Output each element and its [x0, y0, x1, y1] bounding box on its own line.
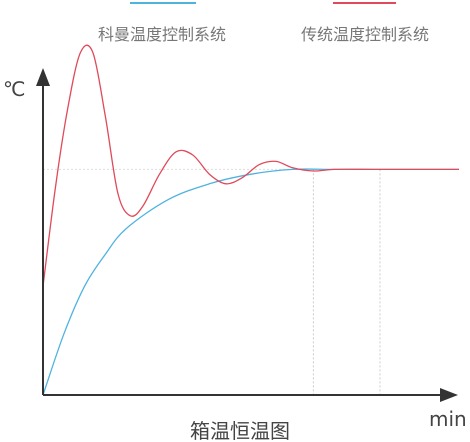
x-axis-label: min	[429, 407, 467, 431]
y-axis-arrow	[36, 68, 50, 86]
series-line-koman	[42, 168, 459, 396]
legend-label-traditional: 传统温度控制系统	[301, 25, 429, 44]
axes	[36, 68, 458, 402]
y-axis-label: ℃	[3, 77, 25, 101]
legend-label-koman: 科曼温度控制系统	[98, 25, 226, 44]
reference-lines	[43, 168, 459, 395]
chart-title: 箱温恒温图	[190, 419, 290, 442]
legend: 科曼温度控制系统 传统温度控制系统	[98, 2, 429, 44]
series-line-traditional	[42, 44, 459, 287]
x-axis-arrow	[440, 388, 458, 402]
